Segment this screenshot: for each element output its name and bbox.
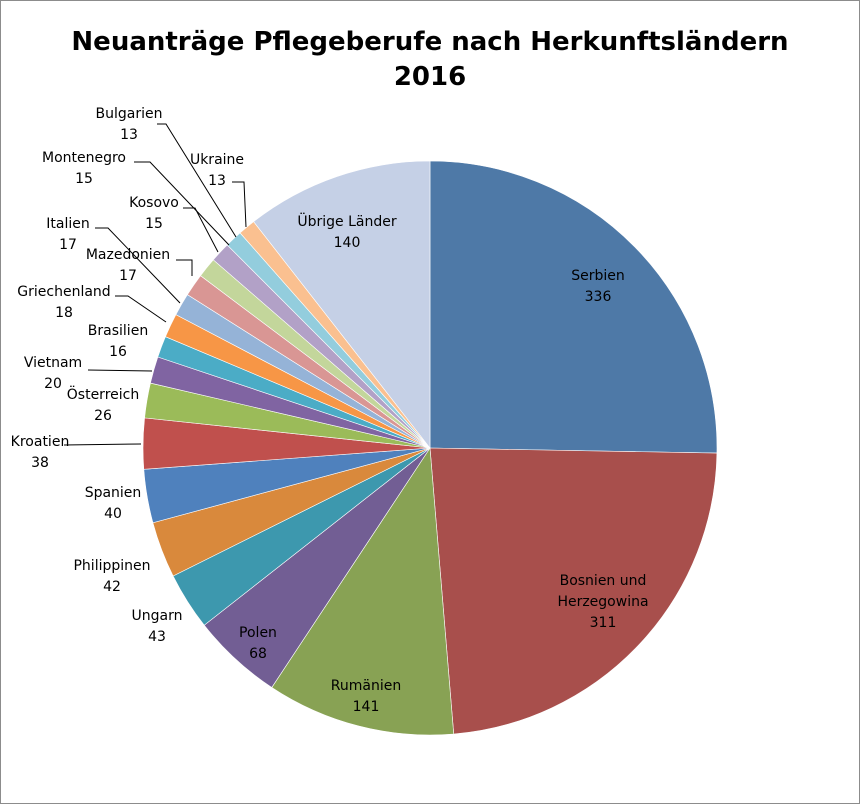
label-spanien: Spanien 40 (85, 485, 142, 522)
label-brasilien: Brasilien 16 (88, 323, 148, 360)
label-polen: Polen 68 (239, 625, 277, 662)
leader-montenegro (134, 161, 230, 246)
slice-rumaenien (271, 447, 455, 736)
label-uebrige-laender: Übrige Länder 140 (297, 212, 396, 251)
label-mazedonien: Mazedonien 17 (86, 247, 170, 284)
label-kosovo: Kosovo 15 (129, 195, 179, 232)
slice-labels: Serbien 336 Bosnien und Herzegowina 311 Rumän… (11, 106, 649, 715)
pie-slices (142, 160, 718, 736)
chart-subtitle: 2016 (394, 62, 466, 92)
label-kroatien: Kroatien 38 (11, 434, 70, 471)
label-oesterreich: Österreich 26 (67, 385, 139, 424)
label-montenegro: Montenegro 15 (42, 150, 126, 187)
label-ukraine: Ukraine 13 (190, 152, 244, 189)
slice-serbien (429, 160, 718, 454)
label-vietnam: Vietnam 20 (24, 355, 82, 392)
label-philippinen: Philippinen 42 (73, 558, 150, 595)
slice-bosnien-und-herzegowina (429, 447, 718, 735)
leader-lines (63, 123, 247, 446)
slice-uebrige-laender (253, 160, 431, 449)
label-ungarn: Ungarn 43 (132, 608, 183, 645)
label-bosnien-und-herzegowina: Bosnien und Herzegowina 311 (557, 573, 648, 631)
label-serbien: Serbien 336 (571, 268, 625, 305)
leader-griechenland (115, 295, 167, 323)
label-italien: Italien 17 (46, 216, 89, 253)
label-rumaenien: Rumänien 141 (331, 678, 401, 715)
label-bulgarien: Bulgarien 13 (96, 106, 163, 143)
chart-title: Neuanträge Pflegeberufe nach Herkunftslä… (71, 27, 788, 57)
leader-italien (95, 227, 181, 304)
leader-ukraine (232, 181, 247, 228)
leader-mazedonien (176, 259, 193, 276)
leader-vietnam (87, 369, 153, 372)
leader-bulgarien (157, 123, 237, 238)
leader-kosovo (183, 207, 219, 253)
label-griechenland: Griechenland 18 (17, 284, 110, 321)
leader-kroatien (63, 443, 142, 446)
